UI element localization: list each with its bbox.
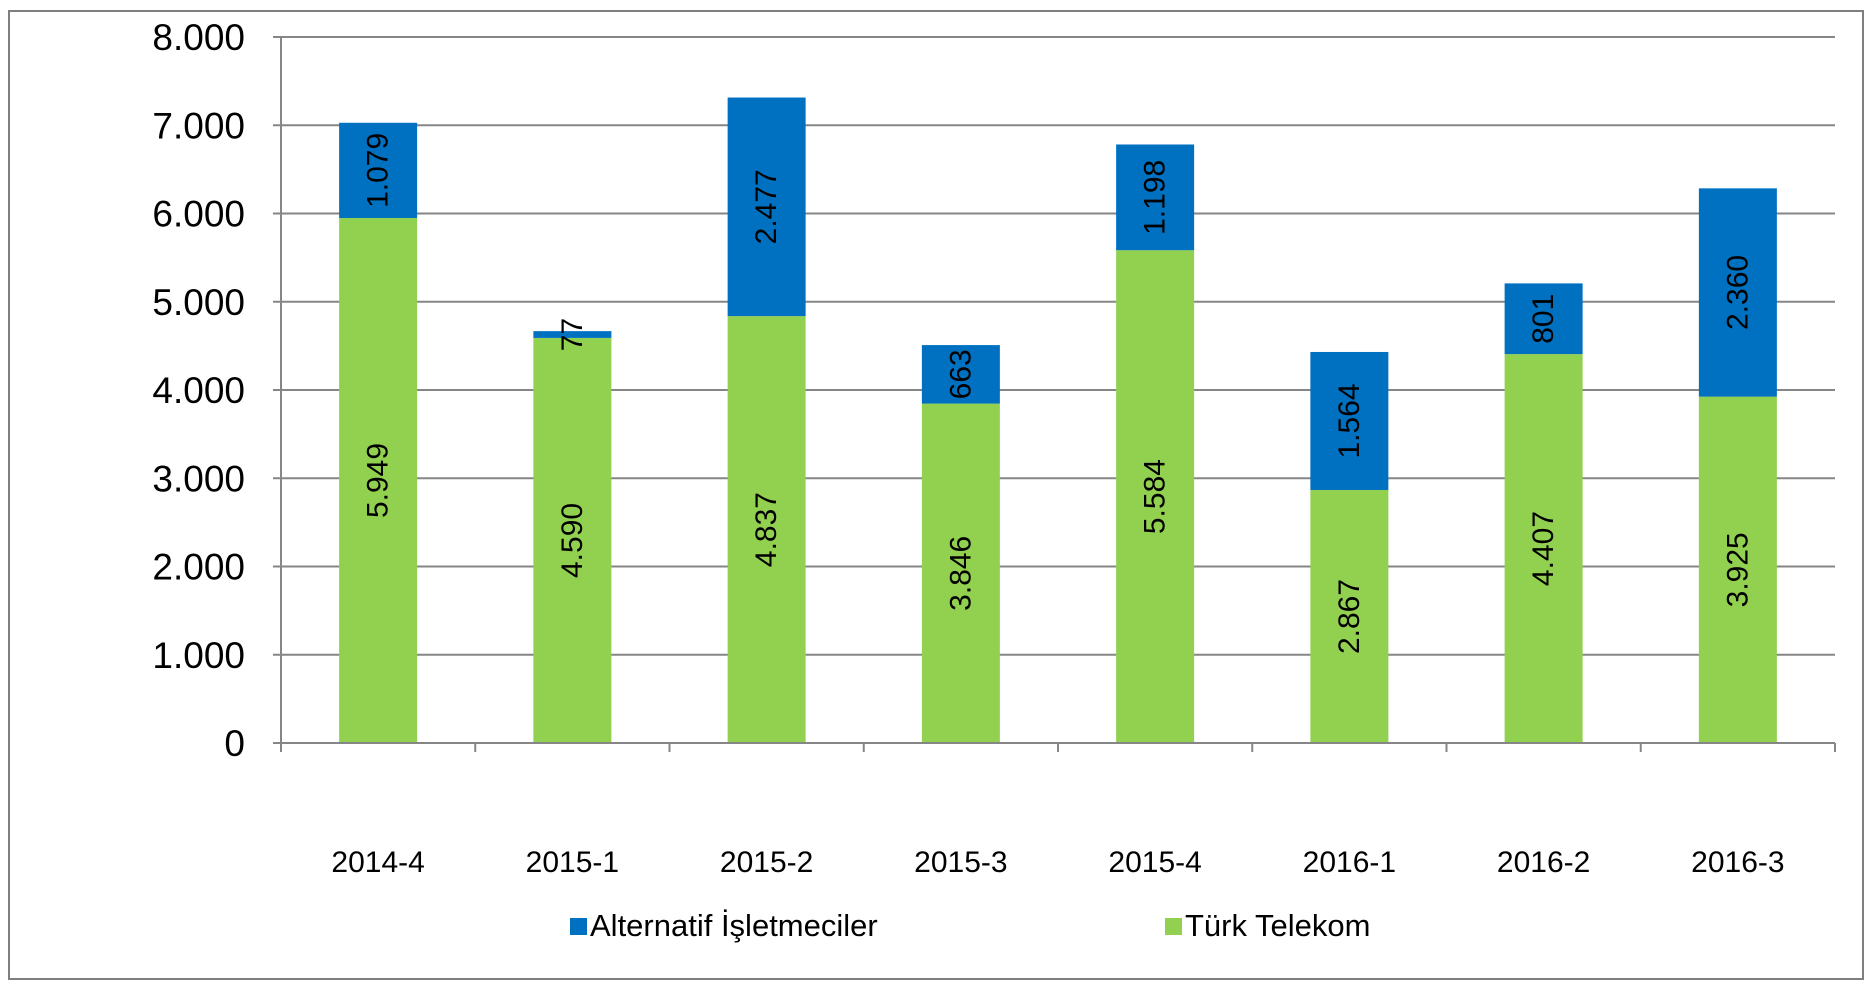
y-tick-label: 2.000	[152, 547, 245, 588]
bar-segment-turk-telekom	[533, 337, 612, 743]
y-tick-label: 0	[224, 723, 245, 764]
y-tick-label: 1.000	[152, 635, 245, 676]
axes	[280, 37, 1836, 752]
x-category-label: 2015-2	[720, 846, 813, 879]
bar-segment-alternatif	[921, 345, 1000, 404]
data-label: 1.198	[1139, 160, 1172, 235]
bar-segment-turk-telekom	[1116, 250, 1195, 743]
x-category-label: 2015-3	[914, 846, 1007, 879]
y-tick-label: 3.000	[152, 458, 245, 499]
bar-segment-alternatif	[1310, 351, 1389, 490]
bar-segment-turk-telekom	[339, 218, 418, 744]
bar-segment-alternatif	[339, 122, 418, 219]
bar-segment-turk-telekom	[1698, 396, 1777, 743]
data-label: 3.925	[1721, 532, 1754, 607]
stacked-bar-chart: 0 1.000 2.000 3.000 4.000 5.000 6.000 7.000 8.00…	[152, 17, 1836, 943]
data-label: 77	[556, 318, 589, 351]
data-label: 5.949	[362, 443, 395, 518]
x-category-label: 2015-4	[1108, 846, 1201, 879]
y-tick-label: 5.000	[152, 282, 245, 323]
chart-frame: 0 1.000 2.000 3.000 4.000 5.000 6.000 7.000 8.00…	[8, 10, 1864, 980]
y-tick-label: 4.000	[152, 370, 245, 411]
data-label: 2.867	[1333, 579, 1366, 654]
legend-label: Türk Telekom	[1185, 908, 1371, 943]
data-label: 801	[1527, 294, 1560, 344]
data-label: 663	[944, 349, 977, 399]
y-tick-label: 7.000	[152, 105, 245, 146]
y-axis-ticks: 0 1.000 2.000 3.000 4.000 5.000 6.000 7.000 8.00…	[152, 17, 281, 764]
legend-swatch	[570, 918, 587, 935]
x-category-label: 2016-1	[1303, 846, 1396, 879]
x-category-label: 2016-2	[1497, 846, 1590, 879]
bars	[339, 97, 1777, 744]
data-label: 2.477	[750, 169, 783, 244]
bar-segment-alternatif	[1504, 283, 1583, 355]
data-label: 4.590	[556, 503, 589, 578]
bar-segment-alternatif	[533, 331, 612, 338]
legend: Alternatif İşletmeciler Türk Telekom	[570, 908, 1371, 943]
data-label: 2.360	[1721, 255, 1754, 330]
x-category-label: 2016-3	[1691, 846, 1784, 879]
x-category-label: 2015-1	[526, 846, 619, 879]
data-label: 1.079	[362, 133, 395, 208]
x-axis-categories: 2014-4 2015-1 2015-2 2015-3 2015-4 2016-1 2016…	[331, 846, 1784, 879]
bar-segment-turk-telekom	[921, 403, 1000, 743]
bar-segment-alternatif	[727, 97, 806, 317]
legend-label: Alternatif İşletmeciler	[590, 908, 878, 943]
y-tick-label: 6.000	[152, 194, 245, 235]
data-labels: 5.949 1.079 4.590 77 4.837 2.477 3.846 663 5.584…	[362, 133, 1755, 654]
bar-segment-turk-telekom	[727, 316, 806, 743]
bar-segment-turk-telekom	[1310, 489, 1389, 743]
data-label: 4.407	[1527, 511, 1560, 586]
bar-segment-turk-telekom	[1504, 354, 1583, 743]
bar-segment-alternatif	[1698, 188, 1777, 397]
data-label: 3.846	[944, 536, 977, 611]
y-tick-label: 8.000	[152, 17, 245, 58]
x-category-label: 2014-4	[331, 846, 424, 879]
data-label: 4.837	[750, 492, 783, 567]
grid-lines	[281, 36, 1835, 656]
bar-segment-alternatif	[1116, 144, 1195, 251]
data-label: 5.584	[1139, 459, 1172, 534]
legend-swatch	[1165, 918, 1182, 935]
data-label: 1.564	[1333, 383, 1366, 458]
